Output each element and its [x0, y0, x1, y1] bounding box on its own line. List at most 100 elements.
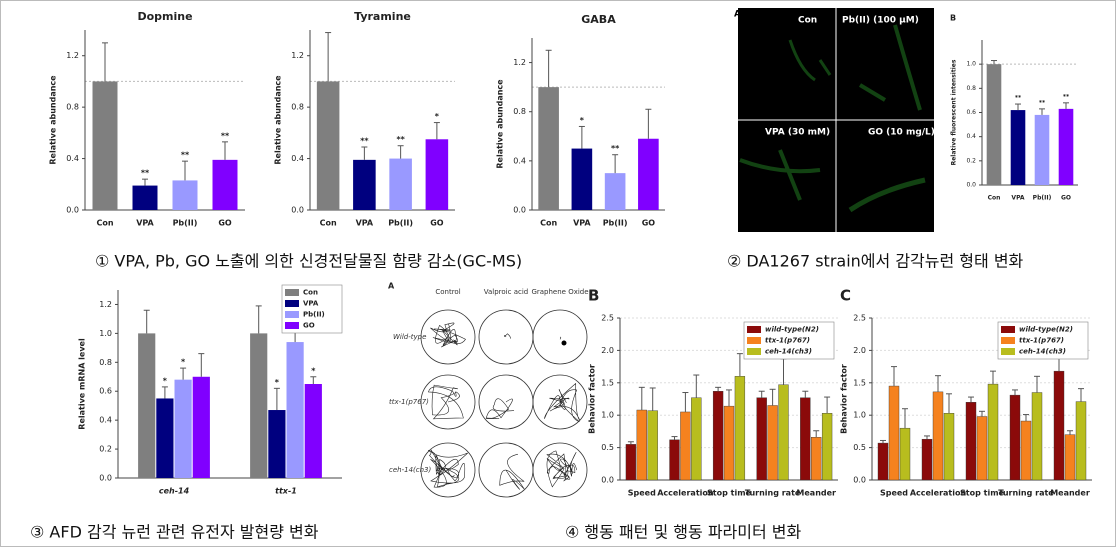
y-tick-label: 0.5	[601, 443, 614, 452]
track	[544, 382, 580, 423]
bar	[965, 402, 977, 481]
y-tick-label: 0.6	[99, 387, 112, 396]
bar	[174, 379, 192, 478]
micro-label: GO (10 mg/L)	[868, 128, 935, 138]
x-tick-label: ttx-1	[275, 487, 297, 496]
caption: ② DA1267 strain에서 감각뉴런 형태 변화	[727, 252, 1024, 271]
y-tick-label: 0.8	[966, 85, 976, 92]
bar	[647, 410, 658, 481]
bar	[888, 385, 900, 481]
bar	[821, 413, 833, 481]
bar	[800, 397, 811, 481]
plate	[532, 442, 588, 498]
y-axis-label: Relative abundance	[496, 79, 505, 169]
y-tick-label: 1.5	[601, 378, 614, 387]
row-label: Wild-type	[393, 333, 426, 341]
bar	[538, 87, 559, 210]
legend-label: Con	[303, 289, 318, 297]
bar	[286, 342, 304, 478]
legend-swatch	[747, 326, 761, 333]
bar	[304, 384, 322, 478]
x-tick-label: VPA	[356, 219, 374, 228]
significance: *	[311, 366, 316, 375]
y-tick-label: 0.8	[66, 103, 79, 112]
y-tick-label: 0.0	[66, 206, 79, 215]
y-tick-label: 0.0	[601, 476, 614, 485]
bar	[571, 148, 593, 210]
y-tick-label: 0.0	[853, 476, 866, 485]
significance: **	[1039, 99, 1046, 106]
y-tick-label: 0.4	[99, 416, 112, 425]
bar	[250, 333, 268, 478]
significance: **	[396, 135, 405, 144]
y-tick-label: 0.2	[966, 157, 976, 164]
y-axis-label: Relative abundance	[274, 75, 283, 165]
track	[546, 450, 578, 488]
bar	[976, 416, 988, 481]
x-tick-label: ceh-14	[159, 487, 190, 496]
track	[499, 453, 525, 490]
panel-label: B	[950, 14, 956, 23]
significance: **	[181, 151, 190, 160]
bar	[268, 410, 286, 478]
chart-title: Tyramine	[354, 10, 411, 23]
bar	[767, 405, 778, 481]
panel-label: C	[840, 287, 851, 305]
plate	[420, 374, 476, 430]
significance: *	[163, 376, 168, 385]
x-tick-label: Con	[96, 219, 113, 228]
bar	[921, 438, 933, 481]
bar	[156, 398, 174, 478]
x-tick-label: Acceleration	[910, 489, 967, 498]
bar	[172, 180, 198, 210]
bar	[932, 391, 944, 481]
y-tick-label: 1.5	[853, 378, 866, 387]
bar	[192, 376, 210, 478]
bar	[1034, 114, 1050, 185]
column-label: Graphene Oxide	[531, 288, 588, 296]
significance: *	[435, 112, 440, 121]
bar	[1075, 401, 1087, 481]
track	[430, 322, 466, 348]
x-tick-label: Pb(II)	[388, 219, 413, 228]
track	[485, 398, 515, 419]
legend-label: ceh-14(ch3)	[1019, 348, 1066, 356]
y-tick-label: 1.0	[99, 329, 112, 338]
legend-label: VPA	[303, 300, 319, 308]
x-tick-label: Meander	[796, 489, 836, 498]
y-tick-label: 0.8	[291, 103, 304, 112]
bar	[1058, 108, 1074, 185]
y-tick-label: 0.8	[513, 107, 526, 116]
bar	[425, 139, 449, 210]
bar	[712, 391, 724, 481]
panel-label: A	[734, 10, 741, 20]
microscopy-panel: A Con Pb(II) (100 μM) VPA (30 mM) GO (10…	[734, 8, 935, 232]
bar	[691, 397, 702, 481]
x-tick-label: VPA	[1011, 195, 1024, 202]
plate	[420, 442, 476, 498]
x-tick-label: Speed	[880, 489, 908, 498]
legend-label: ceh-14(ch3)	[765, 348, 812, 356]
x-tick-label: Con	[320, 219, 337, 228]
y-tick-label: 0.0	[966, 182, 976, 189]
significance: **	[1063, 93, 1070, 100]
bar	[1053, 370, 1065, 481]
y-tick-label: 1.2	[513, 58, 526, 67]
y-tick-label: 0.4	[966, 133, 976, 140]
legend-swatch	[1001, 326, 1015, 333]
significance: *	[275, 378, 280, 387]
significance: **	[611, 144, 620, 153]
bar	[389, 158, 412, 210]
bar	[1031, 392, 1043, 481]
x-tick-label: Turning rate	[745, 489, 801, 498]
bar	[1020, 420, 1032, 481]
bar	[132, 185, 158, 210]
track	[427, 449, 468, 488]
significance: *	[181, 358, 186, 367]
micro-label: VPA (30 mM)	[765, 128, 830, 138]
row-label: ceh-14(ch3)	[389, 466, 431, 474]
y-tick-label: 0.4	[513, 156, 526, 165]
plate	[532, 374, 588, 430]
y-tick-label: 2.0	[601, 346, 614, 355]
